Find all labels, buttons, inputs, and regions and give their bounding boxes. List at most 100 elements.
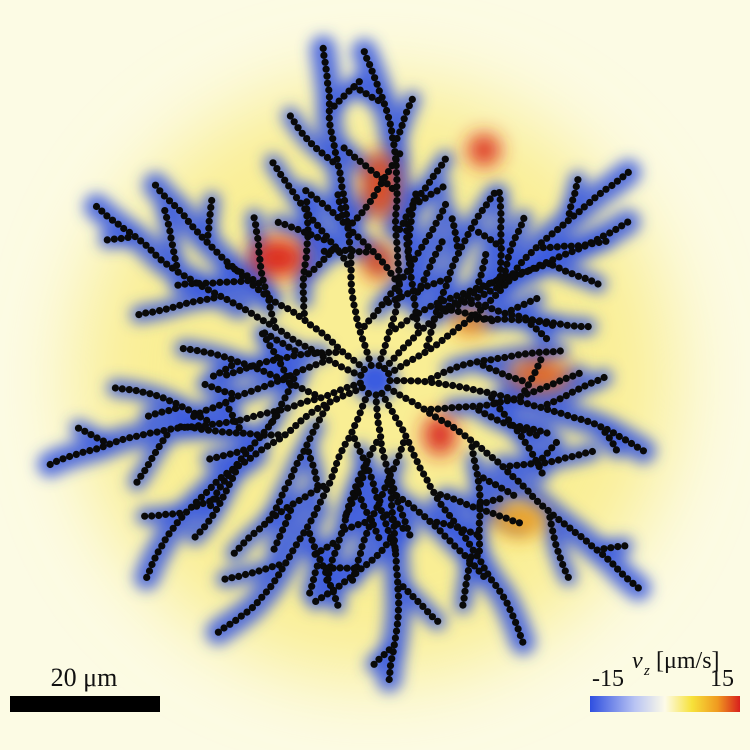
dendrite-dot [409,204,417,212]
dendrite-dot [395,452,403,460]
dendrite-dot [419,324,427,332]
dendrite-dot [520,300,528,308]
dendrite-dot [304,350,312,358]
dendrite-dot [306,589,314,597]
dendrite-dot [357,565,365,573]
dendrite-dot [550,407,558,416]
dendrite-dot [577,322,585,331]
dendrite-dot [389,315,398,323]
dendrite-dot [497,209,505,218]
dendrite-dot [627,439,636,448]
dendrite-dot [277,170,285,179]
dendrite-dot [219,452,227,460]
dendrite-dot [371,487,379,495]
dendrite-dot [340,144,348,152]
dendrite-dot [300,228,309,236]
dendrite-dot [254,286,263,294]
dendrite-dot [196,409,204,417]
dendrite-dot [365,467,373,475]
colorbar [590,696,740,712]
dendrite-dot [163,213,171,221]
dendrite-dot [207,203,215,211]
dendrite-dot [543,383,551,391]
dendrite-dot [543,449,551,457]
dendrite-dot [449,381,457,390]
dendrite-dot [378,93,386,101]
dendrite-dot [554,456,563,464]
dendrite-dot [536,261,544,269]
dendrite-dot [92,202,101,211]
dendrite-dot [527,249,535,257]
dendrite-dot [206,210,214,218]
dendrite-dot [560,520,568,528]
dendrite-dot [310,543,318,551]
dendrite-dot [313,549,321,557]
dendrite-dot [314,404,322,413]
dendrite-dot [414,377,422,385]
dendrite-dot [494,307,502,315]
dendrite-dot [228,389,236,398]
dendrite-dot [362,90,370,98]
dendrite-dot [425,231,433,240]
dendrite-dot [555,253,563,261]
dendrite-dot [554,547,562,555]
dendrite-dot [287,426,295,434]
dendrite-dot [228,574,236,582]
dendrite-dot [237,455,245,463]
dendrite-dot [261,329,269,337]
dendrite-dot [548,444,556,452]
dendrite-dot [505,276,513,284]
dendrite-dot [326,398,334,406]
dendrite-dot [242,364,251,372]
dendrite-dot [354,521,362,529]
dendrite-dot [383,263,391,272]
dendrite-dot [236,416,244,424]
dendrite-dot [299,366,307,374]
dendrite-dot [334,191,342,199]
dendrite-dot [535,348,543,356]
dendrite-dot [414,249,422,257]
dendrite-dot [446,521,455,529]
dendrite-dot [329,588,337,596]
dendrite-dot [385,359,393,367]
dendrite-dot [333,459,341,468]
dendrite-dot [494,458,502,466]
dendrite-dot [287,223,296,231]
dendrite-dot [167,425,175,433]
dendrite-dot [486,287,494,295]
dendrite-dot [407,218,415,226]
dendrite-dot [356,157,364,165]
dendrite-dot [399,219,407,227]
dendrite-dot [260,428,268,436]
dendrite-dot [201,523,209,531]
dendrite-dot [336,564,344,572]
dendrite-dot [577,415,585,423]
dendrite-dot [260,367,268,375]
dendrite-dot [269,356,277,364]
dendrite-dot [548,230,556,238]
dendrite-dot [383,106,391,115]
dendrite-dot [624,575,632,583]
dendrite-dot [161,536,169,544]
dendrite-dot [384,526,392,535]
dendrite-dot [451,299,459,307]
dendrite-dot [234,392,242,400]
dendrite-dot [148,512,156,520]
dendrite-dot [207,349,215,357]
dendrite-dot [362,460,370,468]
dendrite-dot [425,335,433,343]
dendrite-dot [567,242,575,250]
dendrite-dot [504,468,512,476]
dendrite-dot [226,450,234,458]
dendrite-dot [482,499,490,507]
dendrite-dot [354,233,362,241]
dendrite-dot [189,223,197,231]
dendrite-dot [356,549,365,558]
dendrite-dot [149,308,157,316]
dendrite-dot [364,389,373,398]
dendrite-dot [295,496,303,505]
dendrite-dot [511,234,519,242]
dendrite-dot [363,348,371,356]
dendrite-dot [285,553,293,561]
dendrite-dot [220,624,228,632]
